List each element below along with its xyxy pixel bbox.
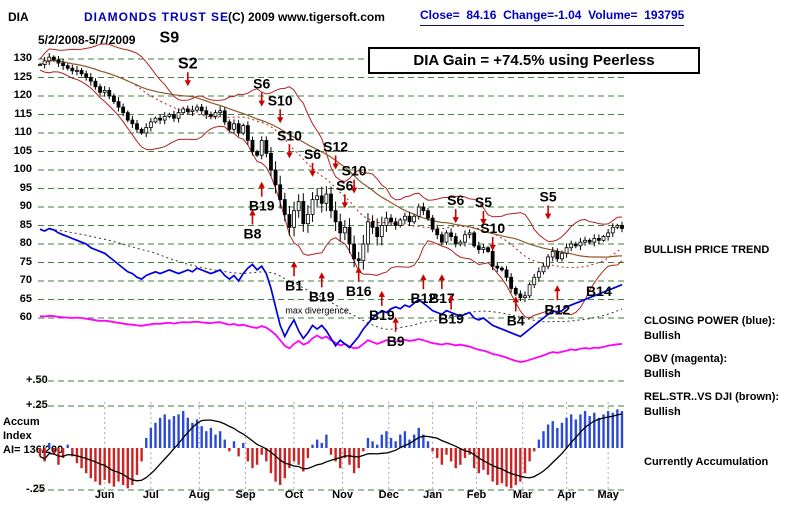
closing-power-status: Bullish [644,330,681,342]
buy-arrow-icon [378,290,386,306]
scale-plus25-label: +.25 [26,399,48,411]
signal-b19: B19 [369,307,395,323]
max-divergence-note: max divergence [285,306,349,316]
sell-arrow-icon [184,72,192,87]
signal-s2: S2 [178,55,198,72]
buy-arrow-icon [438,274,446,290]
change-label: Change= [503,8,555,22]
date-range-label: 5/2/2008-5/7/2009 [38,33,136,47]
signal-s6: S6 [336,177,353,193]
buy-arrow-icon [355,266,362,282]
buy-arrow-icon [512,296,519,312]
signal-b19: B19 [249,198,275,214]
sell-arrow-icon [332,155,339,170]
symbol-label: DIA [8,10,29,24]
closing-power-line [39,227,623,349]
accum-ma-line [39,413,623,482]
signal-s5: S5 [475,194,492,210]
change-value: -1.04 [554,8,582,22]
rel-strength-label: REL.STR..VS DJI (brown): [644,391,780,403]
month-separators [104,402,609,494]
obv-line [39,314,623,363]
signal-s10: S10 [480,220,505,236]
quote-line: Close= 84.16 Change=-1.04 Volume= 193795 [420,8,685,26]
rel-strength-status: Bullish [644,406,681,418]
signal-b16: B16 [346,283,372,299]
sell-arrow-icon [452,209,459,224]
close-value: 84.16 [466,8,497,22]
signal-b14: B14 [586,283,612,299]
sell-arrow-icon [258,92,265,107]
buy-arrow-icon [392,316,399,332]
signal-s10: S10 [277,127,302,143]
signal-b4: B4 [507,312,525,328]
signal-s10: S10 [342,163,367,179]
closing-power-label: CLOSING POWER (blue): [644,315,776,327]
close-label: Close= [420,8,460,22]
volume-value: 193795 [644,8,685,22]
sell-arrow-icon [489,236,496,251]
signal-s6: S6 [304,146,321,162]
buy-arrow-icon [420,274,427,290]
sell-arrow-icon [276,109,284,124]
sell-arrow-icon [286,144,293,159]
signal-s6: S6 [253,76,270,92]
signal-s5: S5 [540,188,557,204]
signal-b8: B8 [244,225,262,241]
sell-arrow-icon [350,179,358,194]
accum-label-line2: Index [3,430,32,442]
signal-b9: B9 [387,333,405,349]
sell-arrow-icon [480,211,487,225]
scale-plus50-label: +.50 [26,374,48,386]
volume-label: Volume= [588,8,638,22]
signal-b19: B19 [438,311,464,327]
price-bands [39,43,623,319]
chart-title: DIAMONDS TRUST SE [84,10,230,24]
signal-b1: B1 [285,277,303,293]
sell-arrow-icon [309,162,316,177]
candlesticks [38,52,624,303]
signal-s9: S9 [160,29,180,46]
sell-arrow-icon [341,194,349,209]
buy-arrow-icon [258,181,265,197]
buy-arrow-icon [318,272,325,288]
buy-arrow-icon [249,209,256,225]
signal-b17: B17 [429,290,455,306]
buy-arrow-icon [447,294,455,310]
signal-b12: B12 [544,301,570,317]
signal-s12: S12 [323,139,348,155]
signal-s6: S6 [447,192,464,208]
grid-lines [38,58,624,491]
obv-status: Bullish [644,368,681,380]
scale-minus25-label: -.25 [26,483,45,495]
buy-arrow-icon [554,285,561,301]
gain-banner: DIA Gain = +74.5% using Peerless [368,47,700,74]
obv-label: OBV (magenta): [644,353,728,365]
signal-s10: S10 [268,92,293,108]
buy-arrow-icon [290,261,298,277]
accumulation-status: Currently Accumulation [644,456,769,468]
accum-label-line1: Accum [3,416,40,428]
signal-b12: B12 [411,290,437,306]
signal-b19: B19 [309,288,335,304]
copyright-text: (C) 2009 www.tigersoft.com [228,10,385,24]
accum-index-bars [38,409,624,489]
sell-arrow-icon [544,205,552,220]
price-trend-status: BULLISH PRICE TREND [644,244,770,256]
